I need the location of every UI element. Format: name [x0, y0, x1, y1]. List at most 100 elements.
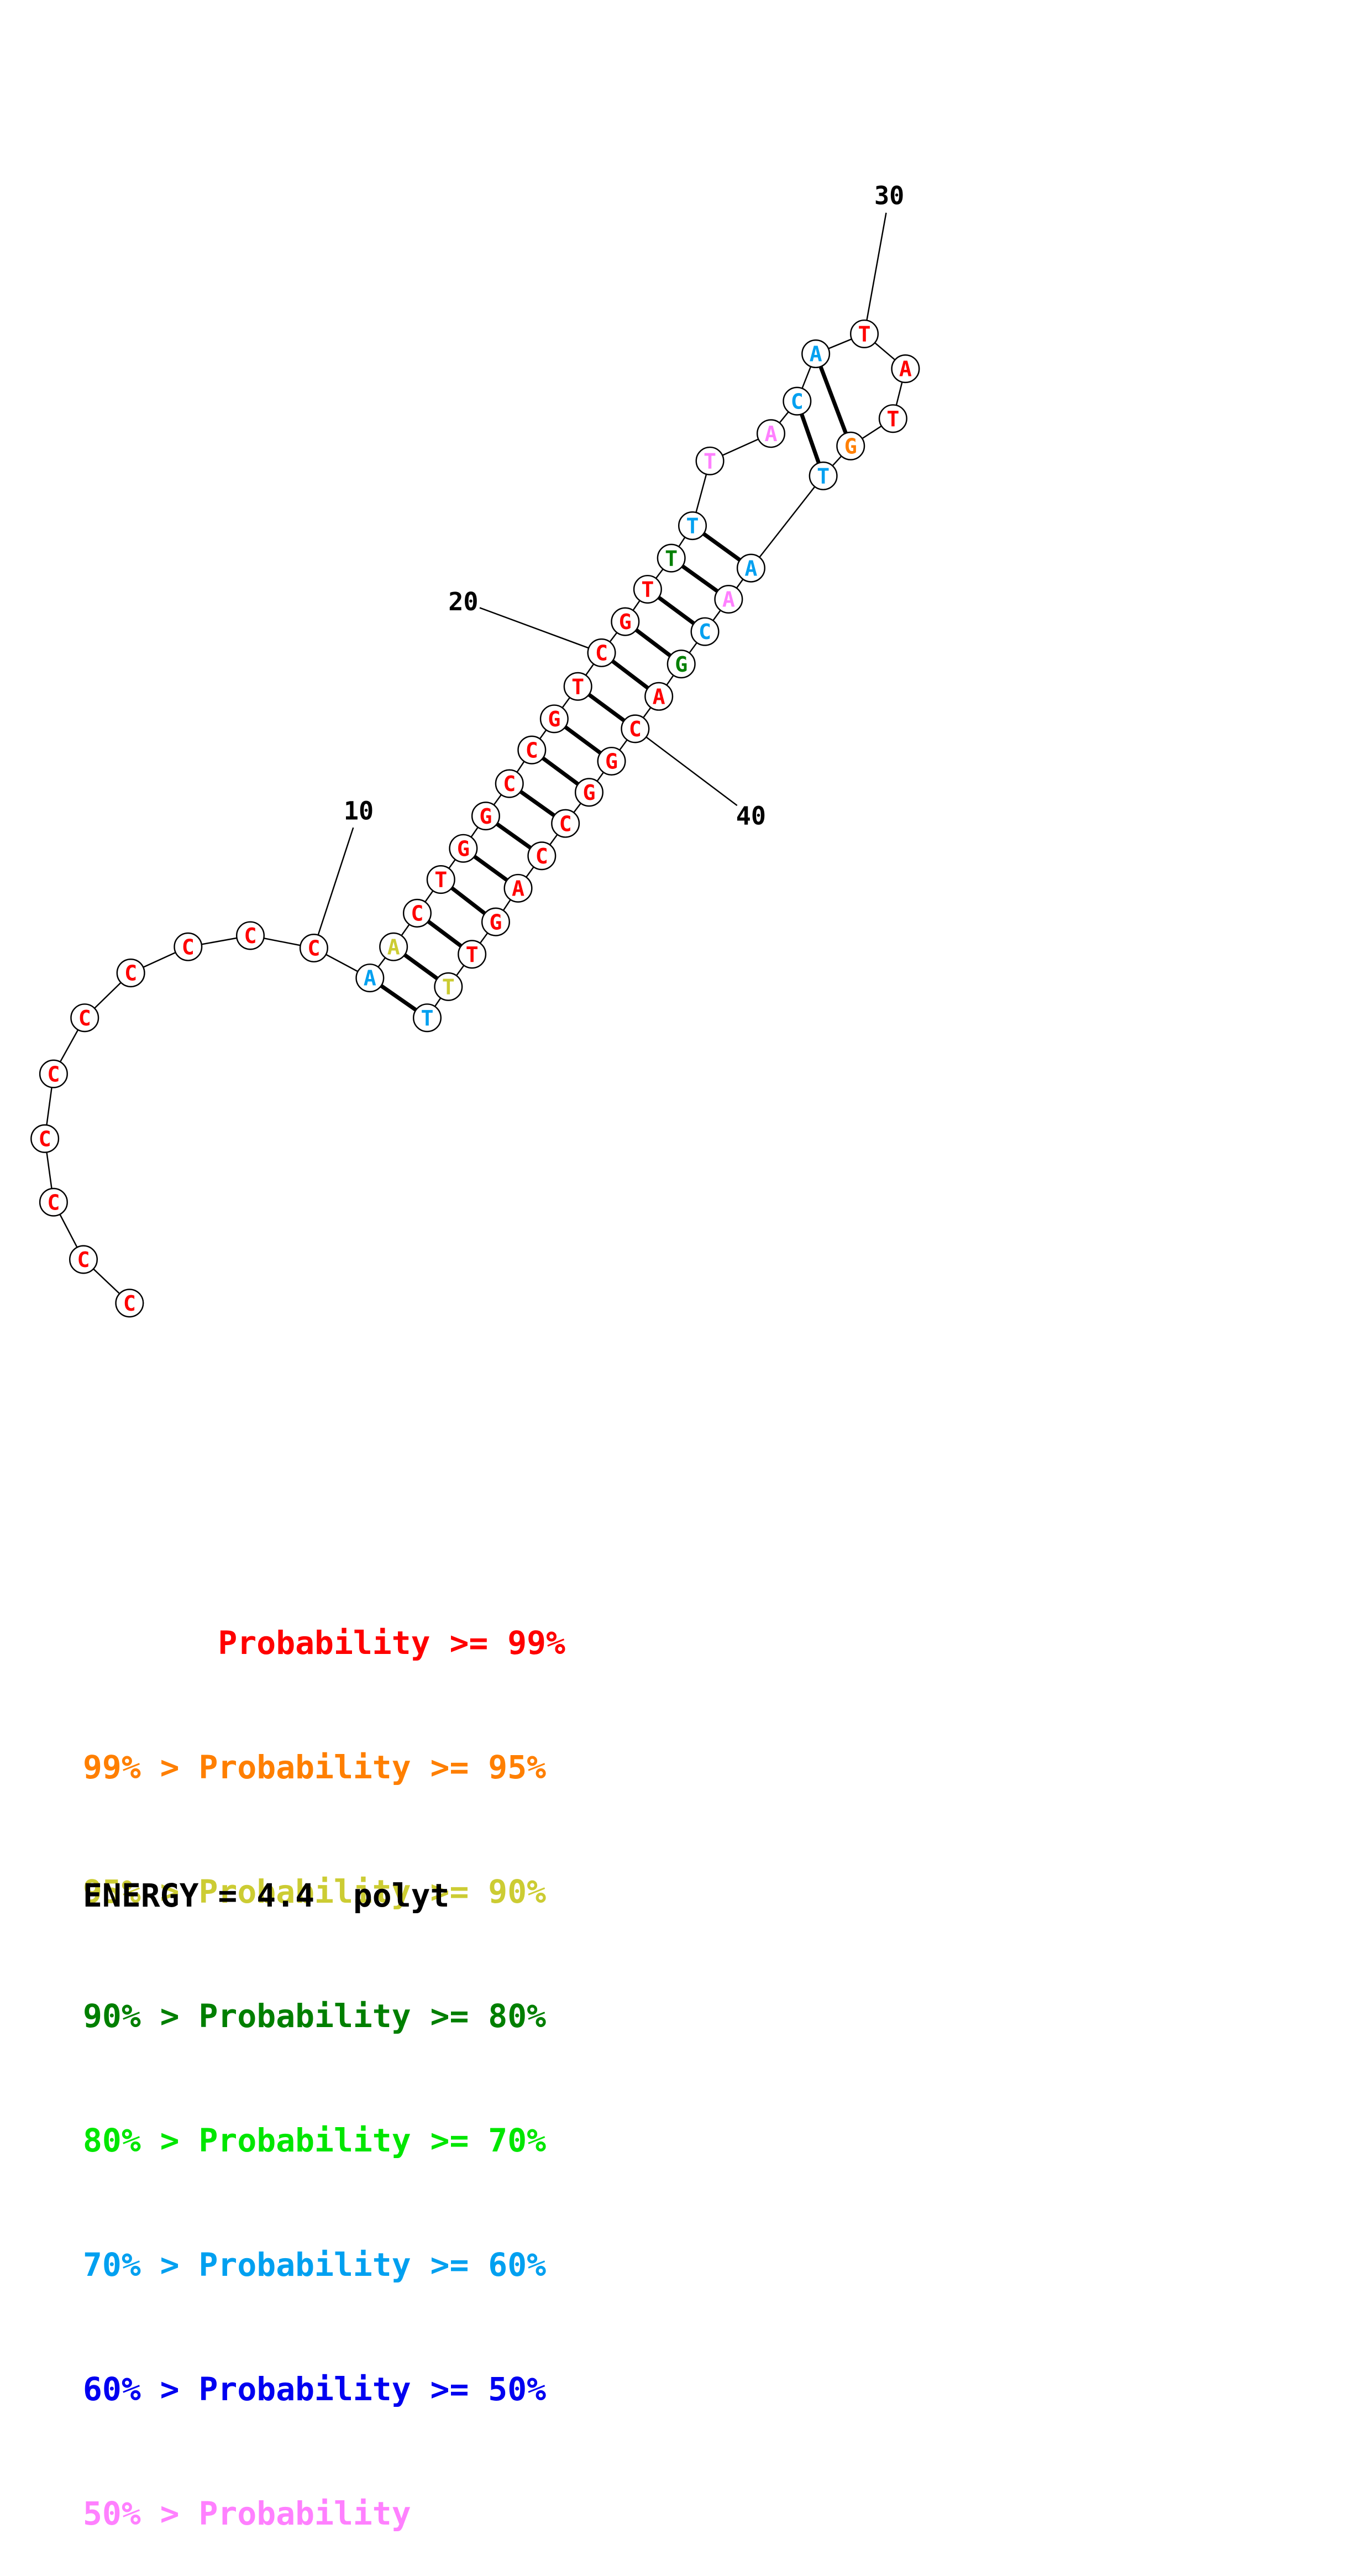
nucleotide: C	[551, 809, 580, 838]
nucleotide-letter: A	[512, 876, 524, 901]
nucleotide-letter: C	[595, 641, 608, 666]
nucleotide-circle	[836, 431, 865, 460]
nucleotide: T	[695, 446, 725, 475]
nucleotide: T	[434, 972, 463, 1001]
nucleotide-circle	[690, 617, 720, 646]
nucleotide-circle	[495, 769, 524, 798]
nucleotide-circle	[695, 446, 725, 475]
nucleotide: C	[587, 638, 616, 667]
nucleotide-letter: A	[810, 342, 822, 367]
legend-line: 80% > Probability >= 70%	[83, 2122, 547, 2159]
nucleotide: G	[597, 746, 626, 776]
nucleotide: G	[836, 431, 865, 460]
nucleotide-letter: C	[536, 844, 548, 869]
nucleotide: T	[849, 319, 879, 349]
nucleotide-letter: C	[123, 1291, 136, 1316]
nucleotide-letter: C	[244, 924, 256, 949]
nucleotide-letter: G	[479, 804, 492, 829]
nucleotide-circle	[666, 650, 696, 679]
nucleotide-circle	[783, 386, 812, 416]
nucleotide: T	[426, 865, 455, 894]
nucleotide-letter: C	[124, 961, 137, 986]
nucleotide-circle	[878, 404, 907, 433]
nucleotide-letter: C	[47, 1062, 60, 1087]
nucleotide-letter: A	[899, 357, 912, 382]
nucleotide-circle	[714, 584, 743, 614]
legend-line: 99% > Probability >= 95%	[83, 1748, 547, 1786]
nucleotide: C	[783, 386, 812, 416]
nucleotide-letter: A	[722, 588, 735, 612]
index-label-leader	[634, 728, 738, 807]
nucleotide-letter: T	[817, 464, 830, 489]
nucleotide: C	[402, 898, 432, 928]
nucleotide-circle	[434, 972, 463, 1001]
nucleotide: T	[412, 1003, 442, 1033]
nucleotide-letter: A	[764, 422, 777, 447]
nucleotide-circle	[801, 339, 831, 369]
nucleotide-circle	[587, 638, 616, 667]
nucleotide-letter: C	[526, 738, 538, 763]
nucleotide: A	[891, 354, 920, 384]
nucleotide-letter: C	[559, 811, 572, 836]
nucleotide-letter: T	[665, 546, 678, 571]
nucleotide: A	[644, 682, 674, 711]
nucleotide-letter: G	[489, 910, 502, 935]
nucleotide-circle	[503, 873, 533, 903]
index-label-leader	[313, 827, 354, 949]
nucleotide-letter: C	[699, 620, 711, 645]
nucleotide-circle	[39, 1187, 68, 1217]
nucleotide-circle	[563, 672, 592, 701]
nucleotide-letter: C	[629, 717, 642, 742]
nucleotide: C	[299, 933, 328, 963]
legend-line: 60% > Probability >= 50%	[83, 2370, 547, 2408]
nucleotide: G	[449, 834, 478, 863]
nucleotide-letter: T	[886, 407, 899, 432]
nucleotide-letter: A	[364, 966, 376, 991]
nucleotide: A	[379, 932, 408, 961]
index-label: 10	[344, 797, 374, 826]
nucleotide: G	[574, 778, 603, 807]
nucleotide-circle	[471, 802, 500, 831]
nucleotide-circle	[756, 419, 786, 448]
nucleotide-circle	[426, 865, 455, 894]
nucleotide: G	[471, 802, 500, 831]
nucleotide-circle	[517, 735, 547, 765]
nucleotide-circle	[355, 964, 385, 993]
energy-label: ENERGY = 4.4 polyt	[83, 1877, 450, 1914]
nucleotide: C	[517, 735, 547, 765]
nucleotide-circle	[449, 834, 478, 863]
nucleotide: A	[714, 584, 743, 614]
nucleotide-circle	[539, 704, 569, 734]
nucleotide: C	[70, 1003, 99, 1033]
nucleotide: C	[690, 617, 720, 646]
nucleotide: G	[481, 907, 510, 936]
nucleotide-letter: G	[605, 750, 618, 774]
nucleotide: T	[878, 404, 907, 433]
legend-line: 95% > Probability >= 90%	[83, 1873, 547, 1910]
nucleotide-letter: T	[571, 674, 584, 699]
nucleotide-letter: T	[858, 322, 870, 347]
nucleotide-circle	[736, 553, 765, 583]
nucleotide-circle	[402, 898, 432, 928]
nucleotide: A	[756, 419, 786, 448]
index-label: 30	[874, 181, 904, 210]
nucleotide-circle	[527, 841, 557, 871]
legend-line: 70% > Probability >= 60%	[83, 2246, 547, 2284]
nucleotide-letter: C	[47, 1190, 60, 1215]
nucleotide: C	[527, 841, 557, 871]
nucleotide: C	[174, 932, 203, 961]
nucleotide: C	[39, 1059, 68, 1088]
nucleotide: C	[621, 714, 650, 744]
nucleotide-circle	[39, 1059, 68, 1088]
nucleotide: C	[495, 769, 524, 798]
nucleotide-circle	[174, 932, 203, 961]
nucleotide-letter: C	[39, 1127, 51, 1151]
nucleotide: T	[657, 543, 686, 573]
nucleotide-letter: T	[442, 975, 455, 1000]
nucleotide-letter: C	[503, 772, 516, 797]
nucleotide-circle	[458, 940, 487, 969]
nucleotide-letter: G	[675, 652, 687, 677]
nucleotide-circle	[481, 907, 510, 936]
nucleotide-letter: T	[421, 1006, 433, 1031]
